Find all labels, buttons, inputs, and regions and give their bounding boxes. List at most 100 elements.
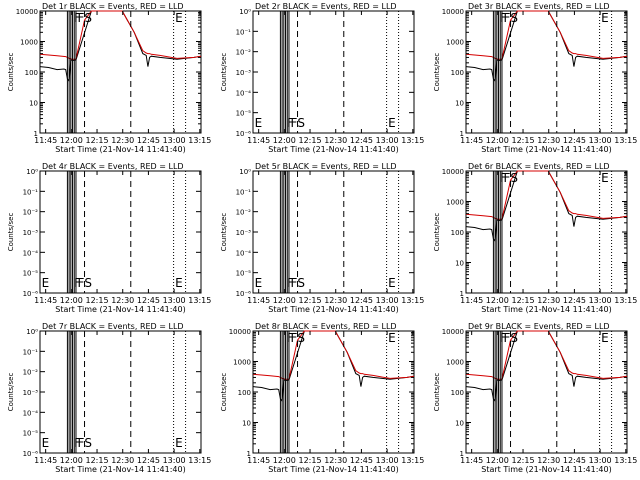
x-tick-label: 12:00: [273, 296, 296, 305]
y-tick-label: 10⁻⁵: [236, 110, 252, 118]
y-tick-label: 100: [451, 69, 464, 77]
x-tick-label: 13:00: [163, 456, 186, 465]
y-tick-label: 10⁻¹: [23, 188, 39, 196]
y-tick-label: 10⁰: [26, 168, 38, 176]
x-axis-title: Start Time (21-Nov-14 11:41:40): [481, 145, 611, 154]
y-tick-label: 10⁻²: [23, 209, 39, 217]
event-label-f: F: [74, 436, 81, 450]
y-tick-label: 10⁻³: [23, 229, 39, 237]
x-tick-label: 12:30: [111, 296, 134, 305]
x-axis-title: Start Time (21-Nov-14 11:41:40): [55, 465, 185, 474]
y-tick-label: 100: [25, 69, 38, 77]
y-tick-label: 10⁻⁴: [236, 89, 252, 97]
x-tick-label: 13:15: [614, 296, 637, 305]
panel-title: Det 8r BLACK = Events, RED = LLD: [255, 322, 397, 331]
y-tick-label: 10⁻⁵: [23, 270, 39, 278]
x-tick-label: 11:45: [34, 136, 57, 145]
plot-frame: [39, 10, 202, 134]
y-axis-title: Counts/sec: [433, 53, 441, 92]
y-tick-label: 10⁰: [239, 168, 251, 176]
y-tick-label: 1: [460, 130, 464, 138]
x-tick-label: 12:30: [537, 296, 560, 305]
x-tick-label: 13:00: [589, 456, 612, 465]
x-tick-label: 12:30: [537, 136, 560, 145]
x-tick-label: 12:15: [512, 136, 535, 145]
y-tick-label: 100: [451, 389, 464, 397]
y-tick-label: 10⁻³: [236, 229, 252, 237]
event-label-s: S: [510, 331, 518, 345]
event-label-f: F: [500, 331, 507, 345]
x-tick-label: 12:15: [86, 456, 109, 465]
event-label-f: F: [500, 171, 507, 185]
x-axis-title: Start Time (21-Nov-14 11:41:40): [481, 465, 611, 474]
plot-frame: [252, 10, 415, 134]
x-tick-label: 12:45: [137, 456, 160, 465]
event-label-f: F: [291, 331, 298, 345]
event-label-e: E: [601, 331, 609, 345]
plot-frame: [465, 330, 628, 454]
event-label-f: F: [287, 116, 294, 130]
x-tick-label: 11:45: [247, 296, 270, 305]
x-tick-label: 12:00: [273, 456, 296, 465]
x-tick-label: 13:15: [188, 296, 211, 305]
event-label-f: F: [74, 11, 81, 25]
event-label-e: E: [175, 436, 183, 450]
y-tick-label: 10⁻²: [236, 49, 252, 57]
x-tick-label: 13:15: [401, 296, 424, 305]
event-label-s: S: [510, 11, 518, 25]
y-tick-label: 100: [238, 389, 251, 397]
x-tick-label: 11:45: [460, 456, 483, 465]
y-tick-label: 1000: [233, 359, 251, 367]
x-axis-title: Start Time (21-Nov-14 11:41:40): [55, 145, 185, 154]
x-tick-label: 12:45: [137, 136, 160, 145]
x-tick-label: 13:00: [163, 136, 186, 145]
x-tick-label: 12:30: [324, 296, 347, 305]
x-tick-label: 12:15: [299, 136, 322, 145]
x-tick-label: 12:30: [111, 456, 134, 465]
y-tick-label: 1: [460, 290, 464, 298]
y-axis-title: Counts/sec: [220, 53, 228, 92]
y-tick-label: 10: [242, 420, 251, 428]
panel-title: Det 3r BLACK = Events, RED = LLD: [468, 2, 610, 11]
x-axis-title: Start Time (21-Nov-14 11:41:40): [268, 145, 398, 154]
y-tick-label: 10⁻⁴: [236, 249, 252, 257]
y-tick-label: 10⁻²: [23, 369, 39, 377]
x-tick-label: 11:45: [460, 296, 483, 305]
x-axis-title: Start Time (21-Nov-14 11:41:40): [268, 465, 398, 474]
event-label-s: S: [84, 276, 92, 290]
x-tick-label: 13:15: [614, 136, 637, 145]
y-tick-label: 1: [247, 450, 251, 458]
y-tick-label: 10⁰: [239, 8, 251, 16]
y-tick-label: 10: [455, 420, 464, 428]
event-label-e: E: [255, 276, 263, 290]
event-label-f: F: [287, 276, 294, 290]
y-tick-label: 10⁻⁵: [236, 270, 252, 278]
event-label-f: F: [291, 116, 298, 130]
y-axis-title: Counts/sec: [7, 213, 15, 252]
plot-frame: [39, 330, 202, 454]
x-tick-label: 12:15: [299, 456, 322, 465]
event-label-e: E: [42, 276, 50, 290]
x-tick-label: 13:00: [376, 456, 399, 465]
y-tick-label: 10000: [442, 328, 464, 336]
x-tick-label: 12:45: [350, 456, 373, 465]
y-tick-label: 10000: [16, 8, 38, 16]
panel-title: Det 7r BLACK = Events, RED = LLD: [42, 322, 184, 331]
event-label-e: E: [388, 116, 396, 130]
plot-frame: [252, 170, 415, 294]
y-tick-label: 100: [451, 229, 464, 237]
y-tick-label: 10⁻³: [23, 389, 39, 397]
y-tick-label: 10000: [442, 8, 464, 16]
y-tick-label: 10000: [442, 168, 464, 176]
x-tick-label: 12:45: [137, 296, 160, 305]
y-tick-label: 10⁻⁶: [236, 130, 252, 138]
event-label-e: E: [175, 11, 183, 25]
event-label-e: E: [255, 116, 263, 130]
panel-title: Det 9r BLACK = Events, RED = LLD: [468, 322, 610, 331]
y-tick-label: 10⁻⁵: [23, 430, 39, 438]
event-label-f: F: [504, 331, 511, 345]
event-label-e: E: [388, 331, 396, 345]
